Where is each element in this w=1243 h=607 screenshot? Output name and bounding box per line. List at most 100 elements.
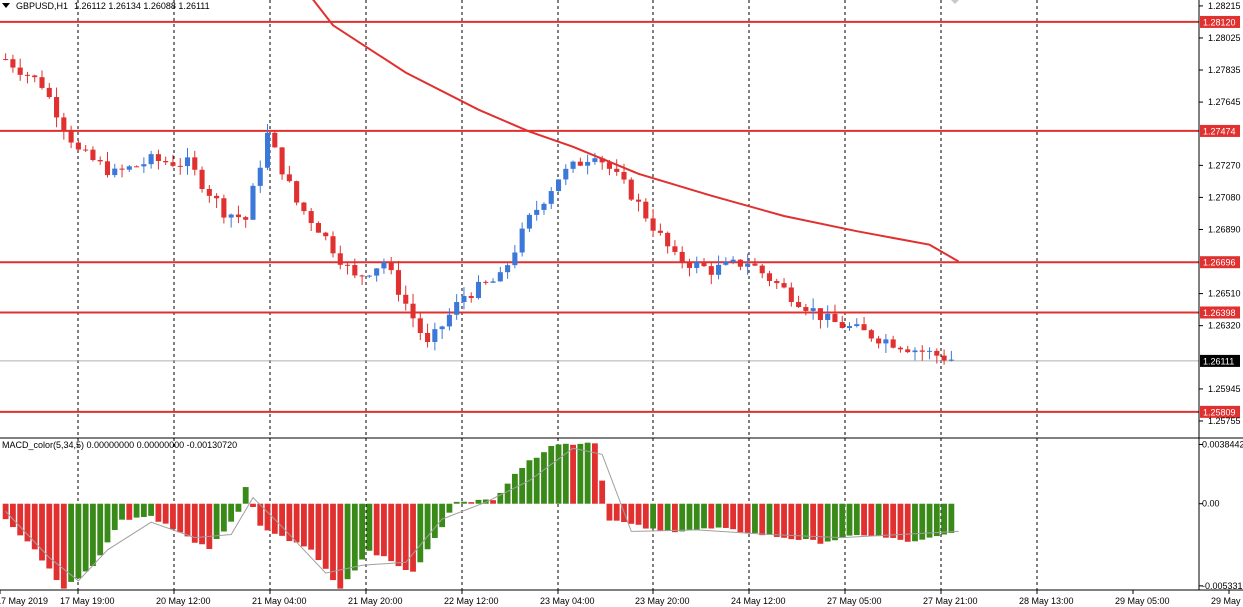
candle-body xyxy=(541,203,547,210)
histogram-bar xyxy=(664,503,671,531)
histogram-bar xyxy=(832,503,838,541)
histogram-bar xyxy=(344,503,351,580)
histogram-bar xyxy=(162,503,169,524)
candle-body xyxy=(75,142,81,150)
histogram-bar xyxy=(293,503,300,543)
symbol-title: GBPUSD,H1 xyxy=(16,1,68,11)
candle-body xyxy=(774,280,780,284)
time-tick-label: 20 May 12:00 xyxy=(156,596,211,606)
candle-body xyxy=(345,264,351,266)
triangle-down-icon[interactable] xyxy=(2,3,10,8)
histogram-bar xyxy=(213,503,220,539)
candle-body xyxy=(897,347,903,350)
candle-body xyxy=(497,272,503,282)
histogram-bar xyxy=(75,503,82,579)
histogram-bar xyxy=(337,503,344,589)
histogram-bar xyxy=(635,503,642,525)
candle-body xyxy=(475,281,482,298)
histogram-bar xyxy=(475,499,482,504)
histogram-bar xyxy=(919,503,926,540)
price-tick-label: 1.26320 xyxy=(1208,321,1241,331)
candle-body xyxy=(315,222,322,233)
time-tick-label: 29 May 05:00 xyxy=(1115,596,1170,606)
histogram-bar xyxy=(206,503,213,550)
histogram-bar xyxy=(933,503,940,537)
candle-body xyxy=(606,162,612,169)
price-tick-label: 1.26510 xyxy=(1208,289,1241,299)
histogram-bar xyxy=(366,503,373,551)
candle-body xyxy=(737,259,743,267)
candle-body xyxy=(585,161,591,166)
candle-body xyxy=(635,199,642,202)
histogram-bar xyxy=(191,503,198,543)
candle-body xyxy=(876,338,882,344)
level-price-label: 1.26398 xyxy=(1203,308,1236,318)
candle-body xyxy=(730,259,736,262)
candle-body xyxy=(32,75,38,78)
histogram-bar xyxy=(97,503,104,556)
histogram-bar xyxy=(730,503,737,530)
price-tick-label: 1.27835 xyxy=(1208,65,1241,75)
candle-body xyxy=(24,74,31,76)
histogram-bar xyxy=(766,503,773,535)
histogram-bar xyxy=(140,503,147,517)
histogram-bar xyxy=(308,503,315,550)
histogram-bar xyxy=(490,500,496,504)
candle-body xyxy=(90,149,96,160)
candle-body xyxy=(723,261,729,265)
candle-body xyxy=(410,303,416,319)
histogram-bar xyxy=(286,503,293,542)
candle-body xyxy=(170,162,176,166)
candle-body xyxy=(832,313,838,323)
candle-body xyxy=(461,296,467,303)
candle-body xyxy=(846,326,853,328)
histogram-bar xyxy=(257,503,264,526)
candle-body xyxy=(177,165,183,167)
scroll-marker-icon[interactable] xyxy=(951,0,959,4)
current-price-label: 1.26111 xyxy=(1203,356,1234,366)
ohlc-readout: 1.26112 1.26134 1.26088 1.26111 xyxy=(74,1,210,11)
time-axis: 17 May 2019 17 May 19:00 20 May 12:00 21 Ma… xyxy=(0,590,1243,606)
histogram-bar xyxy=(948,503,955,533)
candle-body xyxy=(817,308,823,321)
histogram-bar xyxy=(170,503,176,529)
histogram-bar xyxy=(511,473,518,504)
candle-body xyxy=(381,262,387,269)
candle-body xyxy=(839,322,845,328)
candle-body xyxy=(235,214,241,218)
histogram-bar xyxy=(300,503,307,547)
candle-body xyxy=(759,265,765,274)
candle-body xyxy=(10,59,16,68)
candle-body xyxy=(199,169,205,189)
histogram-bar xyxy=(119,503,125,520)
candle-body xyxy=(752,263,758,266)
candle-body xyxy=(17,67,23,75)
histogram-bar xyxy=(330,503,336,581)
histogram-bar xyxy=(744,503,751,534)
candle-body xyxy=(912,350,918,353)
histogram-bar xyxy=(82,503,89,572)
time-tick-label: 28 May 13:00 xyxy=(1019,596,1074,606)
candle-body xyxy=(657,230,663,233)
indicator-tick-label: 0.00 xyxy=(1202,499,1220,509)
candle-body xyxy=(919,350,925,352)
candle-body xyxy=(526,214,532,229)
level-price-tag xyxy=(1200,306,1240,319)
histogram-bar xyxy=(890,503,897,538)
histogram-bar xyxy=(897,503,904,540)
histogram-bar xyxy=(577,443,584,504)
candle-body xyxy=(890,339,896,348)
level-price-tag xyxy=(1200,405,1240,418)
candle-body xyxy=(134,166,140,168)
histogram-bar xyxy=(111,503,118,530)
horizontal-levels[interactable]: 1.28120 1.27474 1.26696 1.26398 1.25809 1.261… xyxy=(0,15,1240,418)
histogram-bar xyxy=(679,503,686,532)
candle-body xyxy=(308,211,314,223)
histogram-bar xyxy=(17,503,24,536)
histogram-bar xyxy=(752,503,758,533)
level-price-label: 1.25809 xyxy=(1203,407,1236,417)
histogram-bar xyxy=(548,446,555,504)
time-tick-label: 24 May 12:00 xyxy=(731,596,786,606)
histogram-bar xyxy=(453,501,460,504)
